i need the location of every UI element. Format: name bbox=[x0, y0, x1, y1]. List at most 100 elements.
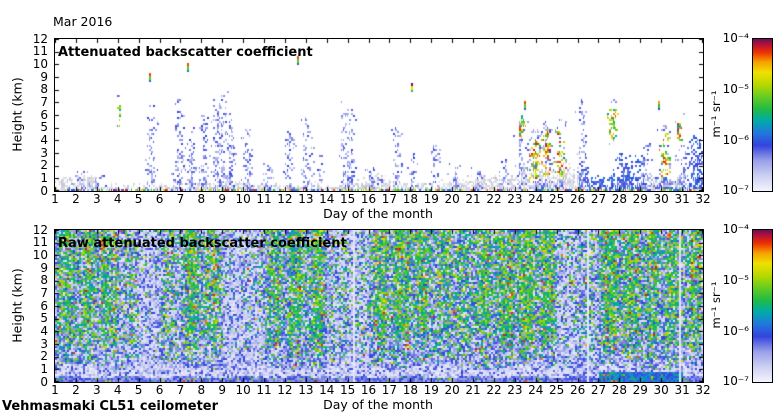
x-tick-label: 10 bbox=[235, 192, 251, 206]
raw-panel-title: Raw attenuated backscatter coefficient bbox=[58, 236, 347, 251]
x-tick-label: 31 bbox=[674, 383, 690, 397]
x-tick-label: 24 bbox=[528, 192, 544, 206]
colorbar-bottom-tick-1e-5: 10⁻⁵ bbox=[722, 273, 749, 287]
y-tick-label: 0 bbox=[40, 374, 48, 389]
y-tick-label: 4 bbox=[40, 323, 48, 338]
x-tick-label: 22 bbox=[486, 383, 502, 397]
attenuated-panel: Attenuated backscatter coefficient bbox=[54, 38, 704, 192]
x-tick-label: 25 bbox=[549, 383, 565, 397]
y-tick-label: 0 bbox=[40, 183, 48, 198]
x-tick-label: 11 bbox=[256, 383, 272, 397]
x-tick-label: 7 bbox=[176, 192, 185, 206]
y-axis-label-top: Height (km) bbox=[9, 77, 25, 152]
colorbar-top-tick-1e-6: 10⁻⁶ bbox=[722, 133, 749, 147]
x-tick-label: 18 bbox=[402, 192, 418, 206]
x-tick-label: 17 bbox=[381, 192, 398, 206]
x-tick-label: 25 bbox=[549, 192, 565, 206]
x-tick-label: 16 bbox=[360, 192, 377, 206]
colorbar-top-tick-1e-7: 10⁻⁷ bbox=[722, 183, 749, 197]
x-tick-label: 22 bbox=[486, 192, 502, 206]
x-tick-label: 12 bbox=[277, 383, 293, 397]
y-axis-label-bottom: Height (km) bbox=[9, 268, 25, 343]
x-tick-label: 32 bbox=[695, 383, 711, 397]
y-tick-label: 2 bbox=[40, 158, 48, 173]
x-tick-label: 10 bbox=[235, 383, 251, 397]
y-tick-label: 9 bbox=[40, 260, 48, 275]
x-tick-label: 6 bbox=[155, 192, 164, 206]
x-tick-label: 32 bbox=[695, 192, 711, 206]
colorbar-top bbox=[752, 38, 773, 192]
instrument-caption: Vehmasmaki CL51 ceilometer bbox=[2, 399, 219, 414]
x-tick-label: 27 bbox=[590, 383, 607, 397]
colorbar-top-unit-label: m⁻¹ sr⁻¹ bbox=[709, 90, 723, 138]
x-tick-label: 21 bbox=[465, 192, 481, 206]
x-tick-label: 28 bbox=[611, 383, 628, 397]
y-tick-label: 8 bbox=[40, 82, 48, 97]
x-tick-label: 17 bbox=[381, 383, 398, 397]
y-tick-label: 6 bbox=[40, 298, 48, 313]
y-tick-label: 11 bbox=[32, 44, 48, 59]
y-tick-label: 10 bbox=[32, 56, 48, 71]
x-tick-label: 12 bbox=[277, 192, 293, 206]
y-tick-label: 5 bbox=[40, 120, 48, 135]
x-tick-label: 26 bbox=[569, 383, 586, 397]
y-tick-label: 1 bbox=[40, 170, 48, 185]
x-tick-label: 20 bbox=[444, 383, 460, 397]
colorbar-bottom bbox=[752, 229, 773, 383]
x-tick-label: 20 bbox=[444, 192, 460, 206]
y-tick-label: 2 bbox=[40, 349, 48, 364]
x-tick-label: 30 bbox=[653, 192, 669, 206]
x-tick-label: 16 bbox=[360, 383, 377, 397]
x-tick-label: 19 bbox=[423, 383, 439, 397]
x-tick-label: 29 bbox=[632, 192, 648, 206]
x-tick-label: 15 bbox=[340, 192, 356, 206]
x-tick-label: 5 bbox=[134, 383, 143, 397]
y-tick-label: 11 bbox=[32, 235, 48, 250]
y-tick-label: 3 bbox=[40, 336, 48, 351]
x-tick-label: 27 bbox=[590, 192, 607, 206]
x-tick-label: 11 bbox=[256, 192, 272, 206]
x-tick-label: 7 bbox=[176, 383, 185, 397]
raw-heatmap bbox=[55, 230, 703, 382]
y-tick-label: 9 bbox=[40, 69, 48, 84]
attenuated-heatmap bbox=[55, 39, 703, 191]
colorbar-bottom-unit-label: m⁻¹ sr⁻¹ bbox=[709, 281, 723, 329]
x-tick-label: 31 bbox=[674, 192, 690, 206]
x-tick-label: 2 bbox=[72, 383, 80, 397]
x-tick-label: 26 bbox=[569, 192, 586, 206]
x-tick-label: 1 bbox=[51, 383, 59, 397]
x-tick-label: 15 bbox=[340, 383, 356, 397]
x-tick-label: 24 bbox=[528, 383, 544, 397]
x-tick-label: 4 bbox=[113, 383, 122, 397]
y-tick-label: 3 bbox=[40, 145, 48, 160]
y-tick-label: 4 bbox=[40, 132, 48, 147]
x-tick-label: 3 bbox=[92, 383, 101, 397]
x-tick-label: 1 bbox=[51, 192, 59, 206]
y-tick-label: 10 bbox=[32, 247, 48, 262]
raw-panel: Raw attenuated backscatter coefficient bbox=[54, 229, 704, 383]
y-tick-label: 1 bbox=[40, 361, 48, 376]
colorbar-top-tick-1e-5: 10⁻⁵ bbox=[722, 82, 749, 96]
attenuated-panel-title: Attenuated backscatter coefficient bbox=[58, 45, 313, 60]
x-tick-label: 8 bbox=[197, 192, 206, 206]
x-tick-label: 23 bbox=[507, 192, 523, 206]
x-tick-label: 14 bbox=[319, 383, 335, 397]
y-tick-label: 7 bbox=[40, 285, 48, 300]
colorbar-top-tick-1e-4: 10⁻⁴ bbox=[722, 31, 749, 45]
colorbar-bottom-tick-1e-4: 10⁻⁴ bbox=[722, 222, 749, 236]
colorbar-bottom-tick-1e-7: 10⁻⁷ bbox=[722, 374, 749, 388]
x-tick-label: 5 bbox=[134, 192, 143, 206]
y-tick-label: 8 bbox=[40, 273, 48, 288]
x-tick-label: 18 bbox=[402, 383, 418, 397]
x-axis-label-bottom: Day of the month bbox=[323, 397, 433, 412]
x-tick-label: 28 bbox=[611, 192, 628, 206]
x-tick-label: 4 bbox=[113, 192, 122, 206]
x-tick-label: 6 bbox=[155, 383, 164, 397]
x-tick-label: 23 bbox=[507, 383, 523, 397]
x-tick-label: 9 bbox=[218, 192, 227, 206]
x-tick-label: 8 bbox=[197, 383, 206, 397]
y-tick-label: 12 bbox=[32, 31, 48, 46]
x-tick-label: 30 bbox=[653, 383, 669, 397]
x-axis-label-top: Day of the month bbox=[323, 206, 433, 221]
x-tick-label: 29 bbox=[632, 383, 648, 397]
